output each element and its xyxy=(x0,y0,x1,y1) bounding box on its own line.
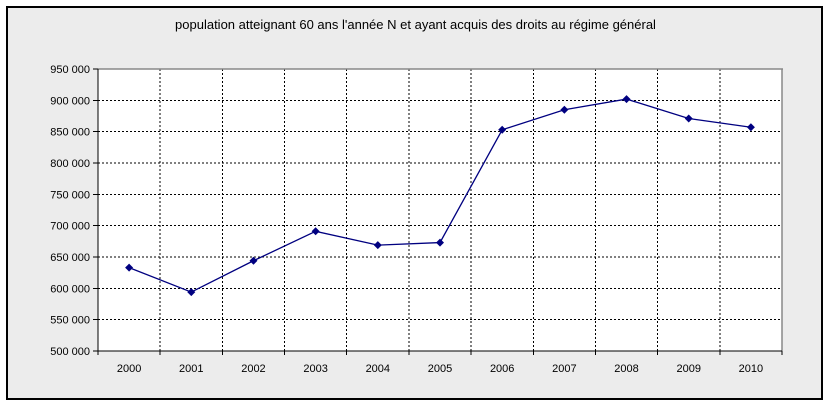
y-tick-label: 850 000 xyxy=(50,127,90,139)
data-point-marker xyxy=(373,241,382,250)
x-tick-label: 2001 xyxy=(179,363,203,375)
y-tick-label: 550 000 xyxy=(50,315,90,327)
x-tick-label: 2006 xyxy=(490,363,514,375)
x-tick-label: 2010 xyxy=(739,363,763,375)
y-tick-label: 900 000 xyxy=(50,95,90,107)
data-point-marker xyxy=(125,263,134,272)
data-point-marker xyxy=(622,95,631,104)
x-tick-label: 2004 xyxy=(366,363,390,375)
x-tick-label: 2003 xyxy=(303,363,327,375)
x-tick-label: 2005 xyxy=(428,363,452,375)
y-tick-label: 950 000 xyxy=(50,64,90,76)
plot-area xyxy=(98,69,782,351)
data-point-marker xyxy=(436,238,444,247)
y-tick-label: 700 000 xyxy=(50,221,90,233)
data-point-marker xyxy=(560,105,569,114)
x-tick-label: 2000 xyxy=(117,363,141,375)
y-tick-label: 750 000 xyxy=(50,189,90,201)
data-point-marker xyxy=(187,288,196,297)
data-point-marker xyxy=(311,227,320,236)
x-tick-label: 2009 xyxy=(676,363,700,375)
y-tick-label: 600 000 xyxy=(50,283,90,295)
data-point-marker xyxy=(684,114,693,123)
y-tick-label: 500 000 xyxy=(50,346,90,358)
x-tick-label: 2002 xyxy=(241,363,265,375)
x-tick-label: 2007 xyxy=(552,363,576,375)
data-point-marker xyxy=(249,256,258,265)
data-point-marker xyxy=(746,123,755,132)
y-tick-label: 650 000 xyxy=(50,252,90,264)
data-point-marker xyxy=(498,125,507,134)
chart-title: population atteignant 60 ans l'année N e… xyxy=(175,17,656,32)
y-tick-label: 800 000 xyxy=(50,158,90,170)
x-tick-label: 2008 xyxy=(614,363,638,375)
